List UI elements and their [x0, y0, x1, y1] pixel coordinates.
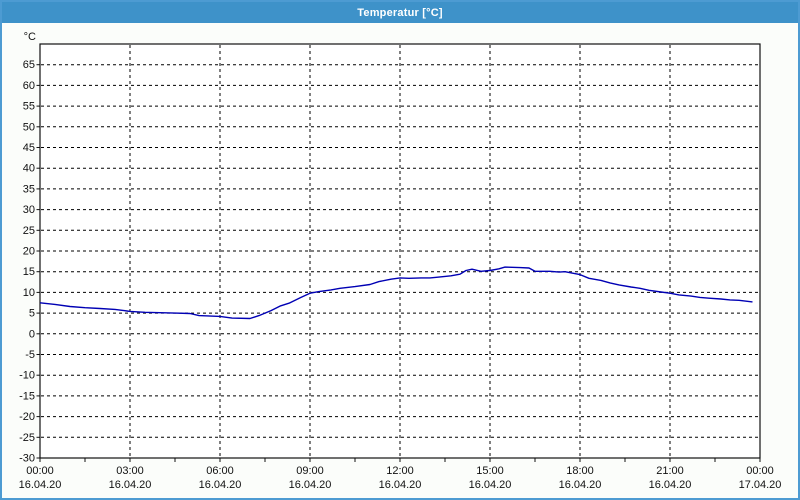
y-tick-label: -10 — [19, 370, 35, 382]
x-time-label: 18:00 — [566, 465, 594, 477]
window-title-bar[interactable]: Temperatur [°C] — [2, 2, 798, 23]
x-time-label: 06:00 — [206, 465, 234, 477]
y-tick-label: -30 — [19, 453, 35, 465]
y-tick-label: 30 — [23, 204, 35, 216]
y-tick-label: 15 — [23, 266, 35, 278]
x-date-label: 17.04.20 — [739, 479, 782, 491]
y-tick-label: -25 — [19, 432, 35, 444]
y-tick-label: 50 — [23, 121, 35, 133]
x-time-label: 00:00 — [26, 465, 54, 477]
x-date-label: 16.04.20 — [19, 479, 62, 491]
y-tick-label: -20 — [19, 411, 35, 423]
y-tick-label: 60 — [23, 80, 35, 92]
y-axis-unit-label: °C — [24, 31, 36, 43]
x-date-label: 16.04.20 — [199, 479, 242, 491]
y-tick-label: 25 — [23, 225, 35, 237]
y-tick-label: -15 — [19, 390, 35, 402]
x-date-label: 16.04.20 — [649, 479, 692, 491]
y-tick-label: 65 — [23, 59, 35, 71]
x-time-label: 21:00 — [656, 465, 684, 477]
y-tick-label: 5 — [29, 308, 35, 320]
x-time-label: 00:00 — [746, 465, 774, 477]
y-tick-label: 40 — [23, 163, 35, 175]
x-date-label: 16.04.20 — [109, 479, 152, 491]
temperature-line — [39, 266, 753, 320]
x-date-label: 16.04.20 — [469, 479, 512, 491]
y-tick-label: 0 — [29, 328, 35, 340]
x-date-label: 16.04.20 — [559, 479, 602, 491]
x-time-label: 03:00 — [116, 465, 144, 477]
x-time-label: 15:00 — [476, 465, 504, 477]
y-tick-label: 10 — [23, 287, 35, 299]
window-title: Temperatur [°C] — [357, 6, 443, 19]
y-tick-label: 45 — [23, 142, 35, 154]
y-tick-label: -5 — [25, 349, 35, 361]
y-tick-label: 20 — [23, 246, 35, 258]
plot-frame — [39, 43, 761, 459]
x-time-label: 12:00 — [386, 465, 414, 477]
x-date-label: 16.04.20 — [379, 479, 422, 491]
x-time-label: 09:00 — [296, 465, 324, 477]
x-date-label: 16.04.20 — [289, 479, 332, 491]
y-tick-label: 35 — [23, 183, 35, 195]
y-tick-label: 55 — [23, 101, 35, 113]
